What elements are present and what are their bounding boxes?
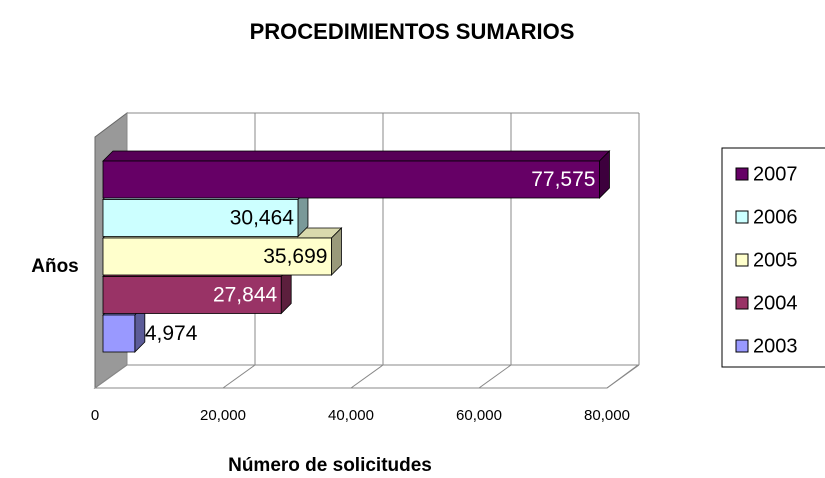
floor-grid-line	[222, 364, 256, 389]
legend-swatch	[735, 339, 749, 353]
legend-swatch	[735, 167, 749, 181]
legend-label: 2006	[753, 206, 798, 228]
bar	[102, 276, 282, 314]
y-axis-title: Años	[31, 256, 79, 277]
data-label: 35,699	[263, 245, 327, 268]
legend-label: 2007	[753, 163, 798, 185]
data-label: 77,575	[531, 168, 595, 191]
legend-swatch	[735, 210, 749, 224]
floor-grid-line	[478, 364, 512, 389]
x-axis-title: Número de solicitudes	[228, 455, 432, 476]
data-label: 30,464	[230, 207, 295, 230]
x-tick-label: 80,000	[584, 407, 630, 424]
bar	[102, 199, 299, 237]
legend-swatch	[735, 296, 749, 310]
x-tick-label: 40,000	[328, 407, 374, 424]
legend-label: 2005	[753, 249, 798, 271]
bar	[102, 160, 600, 199]
x-tick-label: 20,000	[200, 407, 246, 424]
bar	[102, 237, 332, 276]
data-label: 4,974	[145, 322, 198, 345]
floor-grid-line	[94, 364, 128, 389]
legend-label: 2004	[753, 292, 798, 314]
x-tick-label: 0	[91, 407, 99, 424]
data-label: 27,844	[213, 284, 278, 307]
bar	[102, 314, 136, 353]
legend-label: 2003	[753, 335, 798, 357]
legend-swatch	[735, 253, 749, 267]
floor-grid-line	[606, 364, 640, 389]
floor-grid-line	[350, 364, 384, 389]
chart-title: PROCEDIMIENTOS SUMARIOS	[250, 19, 575, 44]
x-tick-label: 60,000	[456, 407, 502, 424]
bar-top	[102, 150, 611, 162]
